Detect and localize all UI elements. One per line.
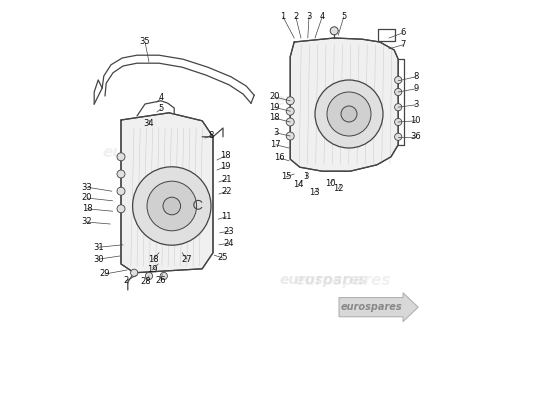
Circle shape — [394, 88, 402, 96]
Text: 35: 35 — [140, 38, 150, 46]
Text: 18: 18 — [148, 255, 158, 264]
Text: 3: 3 — [273, 128, 278, 137]
Text: 2: 2 — [293, 12, 299, 21]
Circle shape — [117, 187, 125, 195]
Text: 9: 9 — [413, 84, 419, 93]
Text: 8: 8 — [413, 72, 419, 81]
Text: 19: 19 — [147, 266, 157, 274]
Text: 18: 18 — [219, 152, 230, 160]
Text: eurospares: eurospares — [103, 144, 199, 160]
Circle shape — [145, 272, 152, 280]
Circle shape — [160, 272, 167, 280]
Text: 8: 8 — [208, 132, 214, 140]
Text: 13: 13 — [309, 188, 320, 197]
Polygon shape — [339, 293, 418, 322]
Circle shape — [130, 269, 138, 276]
Text: 3: 3 — [306, 12, 312, 21]
Text: 28: 28 — [141, 278, 151, 286]
Text: 15: 15 — [281, 172, 292, 181]
Text: 31: 31 — [94, 243, 104, 252]
Text: 36: 36 — [410, 132, 421, 141]
Text: 7: 7 — [400, 40, 406, 49]
Text: 11: 11 — [221, 212, 232, 221]
Circle shape — [286, 132, 294, 140]
Text: 23: 23 — [224, 227, 234, 236]
Circle shape — [163, 197, 180, 215]
Text: 19: 19 — [220, 162, 230, 171]
Text: 4: 4 — [158, 94, 164, 102]
Text: 30: 30 — [93, 255, 103, 264]
Text: 32: 32 — [81, 218, 91, 226]
Circle shape — [147, 181, 196, 231]
Text: 12: 12 — [333, 184, 343, 193]
Text: 27: 27 — [182, 255, 192, 264]
Text: 3: 3 — [413, 100, 419, 109]
Text: eurospares: eurospares — [279, 273, 367, 287]
Text: 10: 10 — [410, 116, 421, 125]
Text: eurospares: eurospares — [295, 272, 391, 288]
Circle shape — [394, 118, 402, 126]
Text: 5: 5 — [341, 12, 346, 21]
Text: 16: 16 — [274, 154, 285, 162]
Circle shape — [286, 97, 294, 105]
Text: 20: 20 — [269, 92, 279, 101]
Text: 25: 25 — [218, 254, 228, 262]
Circle shape — [394, 104, 402, 111]
Circle shape — [327, 92, 371, 136]
Circle shape — [117, 153, 125, 161]
Text: 24: 24 — [224, 239, 234, 248]
Text: 21: 21 — [222, 175, 232, 184]
Circle shape — [133, 167, 211, 245]
Text: 34: 34 — [144, 119, 155, 128]
Circle shape — [117, 205, 125, 213]
Circle shape — [117, 170, 125, 178]
Text: 17: 17 — [271, 140, 281, 149]
Text: 1: 1 — [280, 12, 285, 21]
Text: 29: 29 — [100, 270, 110, 278]
Text: 2: 2 — [124, 276, 129, 285]
Text: 20: 20 — [82, 194, 92, 202]
Circle shape — [330, 27, 338, 35]
Text: 33: 33 — [81, 183, 92, 192]
Text: 3: 3 — [304, 172, 309, 181]
Polygon shape — [121, 113, 213, 273]
Text: 22: 22 — [222, 187, 232, 196]
Circle shape — [341, 106, 357, 122]
Text: 18: 18 — [82, 204, 92, 213]
Circle shape — [394, 76, 402, 84]
Text: 19: 19 — [269, 103, 279, 112]
Circle shape — [286, 118, 294, 126]
Text: 18: 18 — [269, 114, 279, 122]
Text: 4: 4 — [320, 12, 325, 21]
Text: 10: 10 — [325, 179, 336, 188]
Text: eurospares: eurospares — [275, 92, 371, 108]
Text: 26: 26 — [156, 276, 166, 285]
Text: eurospares: eurospares — [340, 302, 402, 312]
Text: 14: 14 — [293, 180, 304, 189]
Circle shape — [394, 133, 402, 140]
Text: 6: 6 — [400, 28, 406, 37]
Polygon shape — [290, 38, 398, 171]
Circle shape — [315, 80, 383, 148]
Text: 5: 5 — [158, 104, 164, 113]
Circle shape — [286, 107, 294, 115]
